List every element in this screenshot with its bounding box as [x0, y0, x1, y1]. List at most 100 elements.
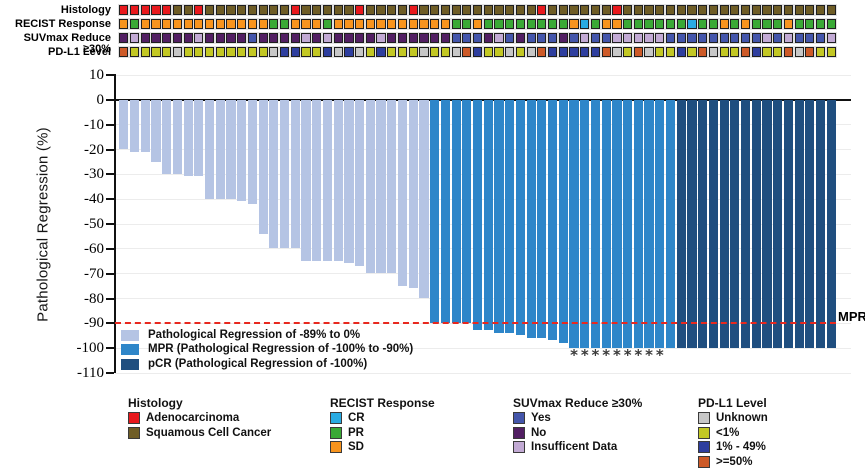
track-cell — [439, 46, 452, 58]
track-cell — [375, 4, 387, 16]
y-tick-label: -110 — [77, 365, 104, 382]
track-cell — [203, 18, 216, 30]
track-cell — [257, 18, 269, 30]
track-cell — [493, 46, 505, 58]
patient-bar — [623, 100, 633, 348]
track-cell — [750, 46, 762, 58]
patient-bar — [440, 100, 450, 323]
track-cell — [236, 46, 248, 58]
gridline — [115, 198, 851, 200]
track-cell — [686, 32, 698, 44]
y-tick — [106, 99, 114, 101]
y-tick — [106, 247, 114, 250]
patient-bar — [322, 100, 333, 261]
track-cell — [814, 32, 827, 44]
track-cell — [429, 4, 441, 16]
track-cell — [418, 32, 430, 44]
track-cell — [546, 4, 559, 16]
track-cell — [493, 32, 505, 44]
track-cell — [546, 18, 559, 30]
track-cell — [161, 18, 173, 30]
bottom-legend-swatch — [330, 441, 342, 453]
patient-bar — [355, 100, 365, 266]
patient-bar — [751, 100, 761, 348]
mpr-threshold-label: MPR — [838, 309, 865, 324]
track-cell — [150, 18, 162, 30]
track-cell — [300, 18, 312, 30]
significance-asterisk: * — [655, 346, 664, 364]
bottom-legend-label: >=50% — [716, 455, 753, 468]
track-cell — [171, 4, 184, 16]
track-cell — [697, 4, 709, 16]
track-cell — [396, 46, 409, 58]
track-cell — [750, 4, 762, 16]
gridline — [115, 223, 851, 225]
track-cell — [589, 46, 602, 58]
track-cell — [289, 32, 301, 44]
track-cell — [589, 32, 602, 44]
bottom-legend-label: 1% - 49% — [716, 441, 766, 453]
track-cell — [278, 32, 291, 44]
track-cell — [482, 46, 494, 58]
bottom-legend-label: No — [531, 426, 547, 439]
track-cell — [643, 32, 655, 44]
bottom-legend-title: RECIST Response — [330, 396, 435, 410]
track-cell — [471, 18, 484, 30]
track-cell — [664, 18, 677, 30]
gridline — [115, 273, 851, 275]
bottom-legend-title: Histology — [128, 396, 183, 410]
track-label-2: SUVmax Reduce ≥30% — [23, 32, 111, 55]
track-cell — [471, 32, 484, 44]
track-cell — [493, 4, 505, 16]
track-cell — [236, 4, 248, 16]
track-cell — [214, 18, 226, 30]
y-tick — [106, 123, 114, 126]
track-cell — [225, 32, 237, 44]
y-tick-label: 0 — [96, 92, 105, 108]
bottom-legend-label: CR — [348, 412, 365, 424]
legend-swatch — [121, 344, 139, 356]
patient-bar — [472, 100, 483, 331]
track-cell — [793, 18, 805, 30]
track-cell — [632, 4, 644, 16]
patient-bar — [644, 100, 654, 348]
track-cell — [332, 18, 344, 30]
track-cell — [804, 4, 816, 16]
track-cell — [514, 18, 527, 30]
track-cell — [504, 32, 516, 44]
y-tick-label: -90 — [84, 315, 104, 332]
track-cell — [311, 4, 323, 16]
track-cell — [707, 32, 720, 44]
bottom-legend-label: Adenocarcinoma — [146, 412, 240, 424]
track-cell — [589, 4, 602, 16]
track-label-0: Histology — [60, 4, 111, 16]
track-cell — [332, 4, 344, 16]
patient-bar — [612, 100, 622, 348]
patient-bar — [762, 100, 772, 348]
patient-bar — [580, 100, 590, 348]
track-cell — [654, 4, 666, 16]
track-cell — [407, 32, 419, 44]
track-cell — [611, 46, 623, 58]
significance-asterisk: * — [634, 346, 643, 364]
y-tick — [106, 223, 114, 226]
track-cell — [246, 18, 259, 30]
track-cell — [354, 46, 366, 58]
track-cell — [461, 18, 473, 30]
patient-bar — [698, 100, 708, 348]
track-cell — [118, 46, 130, 58]
track-cell — [161, 32, 173, 44]
y-tick-label: -50 — [84, 216, 104, 233]
track-cell — [739, 18, 752, 30]
y-tick-label: -60 — [84, 240, 104, 257]
track-cell — [203, 4, 216, 16]
track-cell — [600, 46, 612, 58]
significance-asterisk: * — [580, 346, 589, 364]
track-cell — [825, 46, 837, 58]
y-tick — [106, 372, 114, 375]
track-cell — [772, 18, 784, 30]
bottom-legend-swatch — [513, 426, 525, 439]
bottom-legend-label: Yes — [531, 412, 551, 424]
patient-bar — [397, 100, 408, 286]
